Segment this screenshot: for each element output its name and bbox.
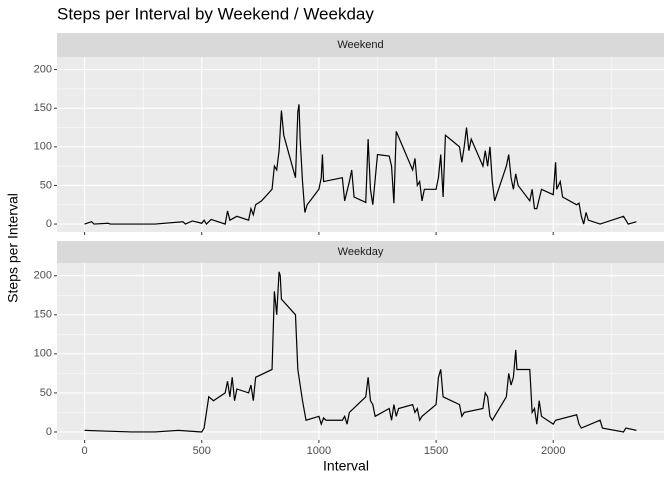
strip [57,241,664,263]
y-tick-label: 50 [40,387,52,399]
panel-background [57,263,664,440]
y-axis-title: Steps per Interval [5,193,21,303]
y-tick-label: 200 [34,63,52,75]
x-tick-label: 1000 [307,445,331,457]
strip-label: Weekday [338,246,384,258]
y-tick-label: 150 [34,102,52,114]
strip-label: Weekend [337,39,383,51]
data-line [84,104,637,226]
x-axis-title: Interval [323,458,369,474]
panel-background [57,57,664,232]
x-tick-label: 0 [82,445,88,457]
y-tick-label: 200 [34,270,52,282]
x-tick-label: 500 [193,445,211,457]
strip [57,33,664,57]
y-tick-label: 0 [46,218,52,230]
y-tick-label: 100 [34,348,52,360]
y-tick-label: 150 [34,309,52,321]
x-tick-label: 1500 [424,445,448,457]
chart-title: Steps per Interval by Weekend / Weekday [57,4,374,23]
y-tick-label: 50 [40,179,52,191]
y-tick-label: 100 [34,141,52,153]
data-line [84,271,637,433]
y-tick-label: 0 [46,426,52,438]
x-tick-label: 2000 [541,445,565,457]
